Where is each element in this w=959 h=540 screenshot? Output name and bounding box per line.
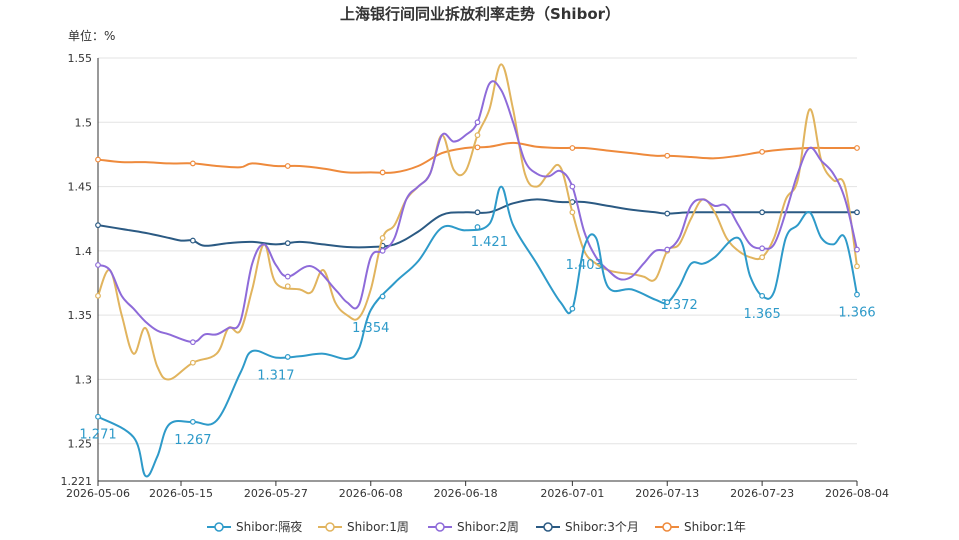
data-point <box>569 183 576 190</box>
y-tick-label: 1.25 <box>68 438 93 451</box>
data-point <box>379 235 386 241</box>
legend-item[interactable]: Shibor:2周 <box>428 520 519 534</box>
legend-swatch-marker <box>214 522 224 532</box>
data-label: 1.354 <box>352 321 389 336</box>
legend-label: Shibor:3个月 <box>565 520 639 534</box>
y-tick-label: 1.45 <box>68 181 93 194</box>
legend-swatch-marker <box>662 522 672 532</box>
data-label: 1.366 <box>838 306 875 321</box>
data-point <box>189 160 196 167</box>
data-point <box>569 145 576 151</box>
legend[interactable]: Shibor:隔夜 Shibor:1周 Shibor:2周 Shibor:3个月 Shi… <box>207 519 746 534</box>
data-point <box>474 209 481 216</box>
x-tick-label: 2026-07-23 <box>730 487 794 500</box>
series-line <box>97 185 858 478</box>
data-point <box>854 263 860 270</box>
data-point <box>759 292 766 299</box>
data-point <box>759 148 766 155</box>
data-point <box>189 418 196 425</box>
legend-swatch-marker <box>543 522 553 532</box>
data-label: 1.317 <box>257 369 294 384</box>
series-line <box>97 198 857 249</box>
data-point <box>379 293 386 300</box>
data-point <box>284 283 291 290</box>
legend-item[interactable]: Shibor:1年 <box>655 520 746 534</box>
data-point <box>664 210 671 217</box>
data-point <box>474 119 481 126</box>
data-point <box>759 254 766 261</box>
data-point <box>189 237 196 244</box>
data-labels: 1.271 1.267 1.317 1.354 1.421 1.403 1.372 1.365… <box>79 235 875 448</box>
data-point <box>854 246 860 253</box>
x-tick-label: 2026-07-01 <box>540 487 604 500</box>
data-point <box>379 247 386 254</box>
data-point <box>95 222 101 229</box>
data-point <box>284 240 291 247</box>
data-label: 1.403 <box>566 258 603 273</box>
data-point <box>474 224 481 230</box>
data-point <box>664 246 671 253</box>
data-point <box>854 145 860 151</box>
chart-title: 上海银行间同业拆放利率走势（Shibor） <box>340 5 620 23</box>
data-label: 1.372 <box>661 298 698 313</box>
data-point <box>284 354 291 360</box>
grid-lines <box>98 57 857 482</box>
legend-swatch-marker <box>435 522 445 532</box>
data-point <box>759 209 766 216</box>
legend-item[interactable]: Shibor:隔夜 <box>207 519 302 534</box>
series-line <box>97 80 858 344</box>
x-tick-label: 2026-07-13 <box>635 487 699 500</box>
data-point <box>95 292 101 299</box>
data-point <box>569 209 576 216</box>
data-point <box>759 245 766 252</box>
x-tick-label: 2026-05-15 <box>149 487 213 500</box>
data-point <box>189 339 196 346</box>
data-point <box>284 273 291 280</box>
data-point <box>854 291 860 298</box>
legend-item[interactable]: Shibor:1周 <box>318 520 409 534</box>
x-tick-label: 2026-08-04 <box>825 487 889 500</box>
data-label: 1.271 <box>79 428 116 443</box>
x-tick-label: 2026-05-06 <box>66 487 130 500</box>
data-point <box>284 163 291 169</box>
data-point <box>95 262 101 268</box>
unit-label: 单位：% <box>68 28 115 43</box>
data-point <box>95 413 101 420</box>
y-tick-label: 1.5 <box>75 116 93 129</box>
data-point <box>379 169 386 176</box>
data-point <box>854 209 860 216</box>
series-lines <box>95 63 860 478</box>
series-line <box>97 63 858 381</box>
legend-label: Shibor:隔夜 <box>236 519 302 534</box>
x-tick-label: 2026-06-18 <box>434 487 498 500</box>
data-point <box>664 299 671 306</box>
legend-swatch-marker <box>325 522 335 532</box>
data-point <box>474 132 481 139</box>
data-point <box>664 152 671 159</box>
y-tick-label: 1.3 <box>75 373 93 386</box>
legend-label: Shibor:1年 <box>684 520 746 534</box>
data-label: 1.267 <box>174 433 211 448</box>
legend-item[interactable]: Shibor:3个月 <box>536 520 639 534</box>
data-label: 1.365 <box>744 307 781 322</box>
y-tick-label: 1.55 <box>68 52 93 65</box>
data-point <box>189 359 196 366</box>
axes: 1.221 1.25 1.3 1.35 1.4 1.45 1.5 1.55 2026-05-06… <box>61 52 889 500</box>
y-tick-label: 1.4 <box>75 245 93 258</box>
data-point <box>95 156 101 163</box>
y-tick-label: 1.221 <box>61 475 93 488</box>
data-label: 1.421 <box>471 235 508 250</box>
legend-label: Shibor:2周 <box>457 520 519 534</box>
data-point <box>569 305 576 312</box>
x-tick-label: 2026-06-08 <box>339 487 403 500</box>
y-tick-label: 1.35 <box>68 309 93 322</box>
data-point <box>474 144 481 151</box>
legend-label: Shibor:1周 <box>347 520 409 534</box>
x-tick-label: 2026-05-27 <box>244 487 308 500</box>
